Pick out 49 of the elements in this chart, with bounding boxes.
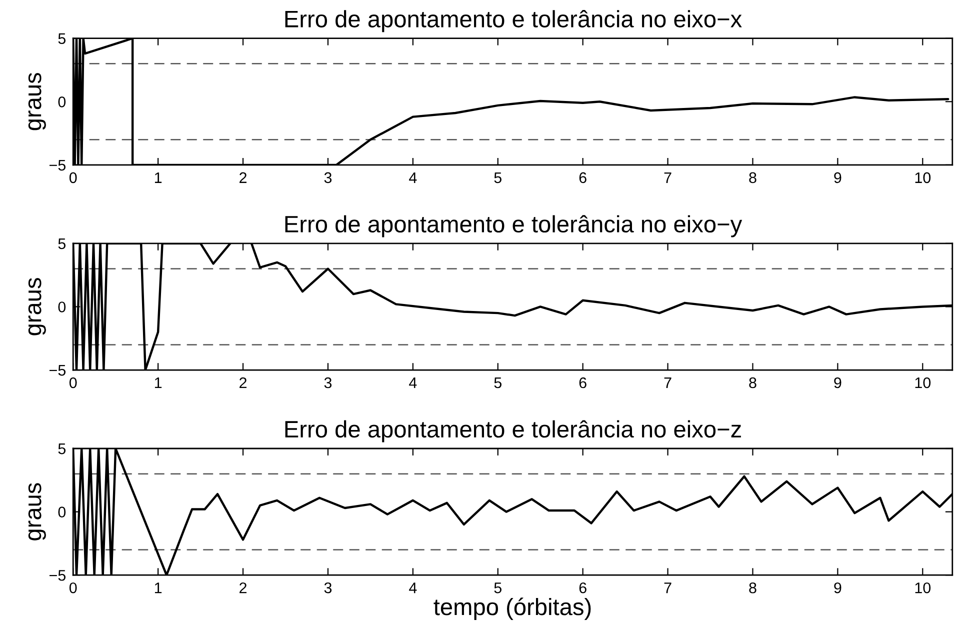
- x-tick-label: 3: [324, 172, 332, 184]
- x-tick-label: 3: [324, 582, 332, 594]
- x-tick-label: 8: [749, 582, 756, 594]
- y-tick-label: 0: [58, 302, 66, 312]
- y-tick-label: 5: [58, 238, 66, 250]
- y-tick-label: 0: [58, 506, 66, 518]
- x-tick-label: 6: [579, 172, 586, 184]
- y-tick-label: −5: [50, 570, 66, 581]
- x-tick-label: 9: [834, 377, 842, 388]
- y-tick-label: 0: [58, 96, 66, 108]
- x-tick-label: 4: [409, 582, 417, 594]
- x-tick-label: 1: [154, 172, 162, 183]
- y-tick-label: 5: [58, 444, 66, 454]
- y-tick-label: −5: [50, 365, 66, 376]
- chart-title: Erro de apontamento e tolerância no eixo−y: [285, 215, 742, 238]
- x-tick-label: 10: [915, 582, 931, 594]
- x-tick-label: 0: [69, 172, 77, 184]
- x-tick-label: 3: [324, 377, 332, 388]
- x-tick-label: 0: [69, 582, 77, 594]
- x-tick-label: 8: [749, 172, 756, 184]
- x-tick-label: 5: [494, 172, 502, 184]
- x-axis-title: tempo (órbitas): [434, 598, 591, 620]
- y-axis-title: graus: [28, 278, 46, 336]
- x-tick-label: 10: [915, 172, 931, 184]
- x-tick-label: 1: [154, 582, 162, 594]
- chart-title: Erro de apontamento e tolerância no eixo−x: [285, 10, 742, 32]
- x-tick-label: 5: [494, 378, 502, 388]
- x-tick-label: 2: [240, 582, 246, 594]
- y-axis-title: graus: [28, 483, 46, 540]
- x-tick-label: 9: [834, 582, 842, 594]
- x-tick-label: 2: [240, 172, 246, 183]
- x-tick-label: 2: [240, 377, 246, 388]
- y-tick-label: 5: [58, 33, 66, 44]
- x-tick-label: 10: [915, 377, 931, 388]
- y-tick-label: −5: [50, 160, 66, 171]
- x-tick-label: 0: [69, 377, 77, 388]
- y-axis-title: graus: [28, 72, 46, 130]
- x-tick-label: 5: [494, 582, 502, 594]
- x-tick-label: 1: [154, 378, 162, 388]
- x-tick-label: 4: [409, 378, 417, 388]
- x-tick-label: 7: [664, 378, 672, 388]
- x-tick-label: 9: [834, 172, 842, 184]
- chart-title: Erro de apontamento e tolerância no eixo−z: [285, 420, 741, 442]
- x-tick-label: 7: [664, 172, 672, 183]
- x-tick-label: 7: [664, 582, 672, 594]
- x-tick-label: 8: [749, 377, 756, 388]
- x-tick-label: 4: [409, 172, 417, 183]
- x-tick-label: 6: [579, 377, 586, 388]
- x-tick-label: 6: [579, 582, 586, 594]
